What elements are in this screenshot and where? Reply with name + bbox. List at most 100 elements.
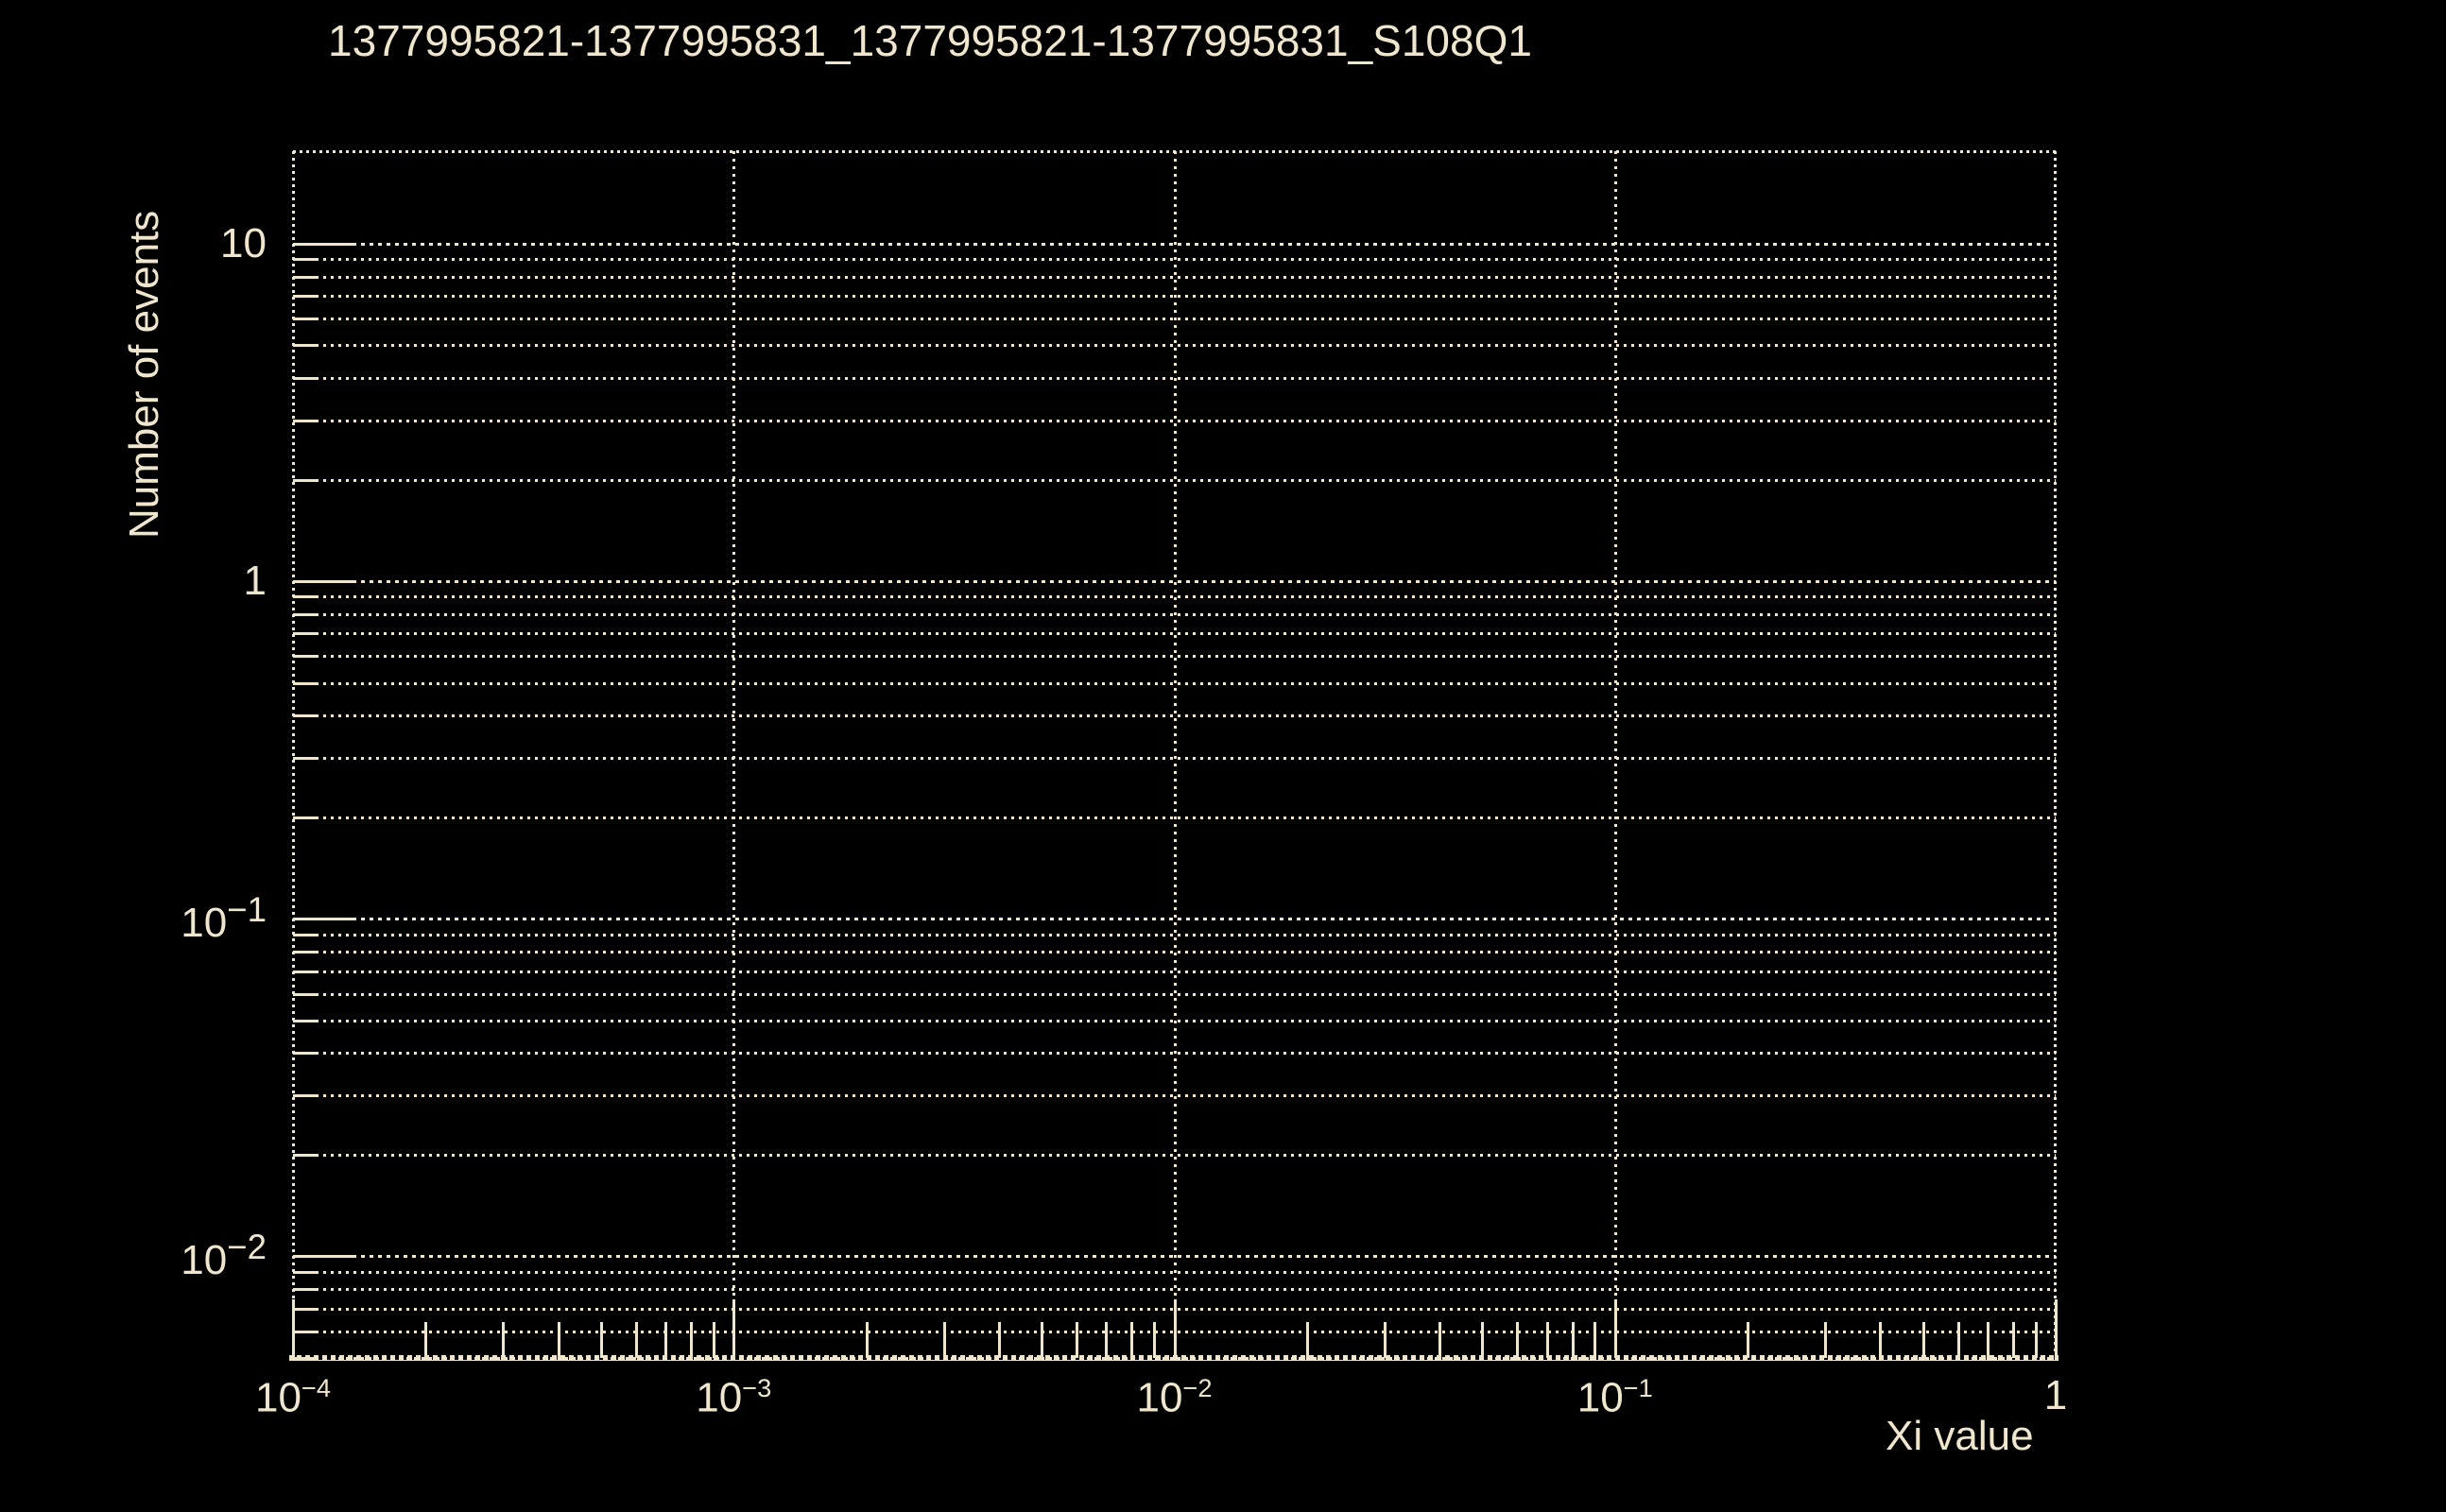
x-tick-label-mantissa: 10	[254, 1374, 301, 1421]
y-tick-minor	[293, 632, 319, 636]
y-tick-minor	[293, 258, 319, 262]
y-tick-minor	[293, 1153, 319, 1157]
y-tick-minor	[293, 1094, 319, 1098]
x-tick-minor	[1986, 1322, 1990, 1358]
x-tick-minor	[1593, 1322, 1597, 1358]
y-tick-minor	[293, 992, 319, 996]
y-tick-minor	[293, 1307, 319, 1311]
x-tick-label: 10−3	[696, 1375, 771, 1419]
y-tick-label: 10−2	[0, 1228, 267, 1284]
x-tick-minor	[1571, 1322, 1575, 1358]
y-tick-label: 1	[0, 560, 267, 602]
y-tick-label-mantissa: 10	[220, 219, 267, 266]
x-tick-minor	[1105, 1322, 1109, 1358]
x-tick-minor	[1076, 1322, 1079, 1358]
x-tick-minor	[664, 1322, 668, 1358]
y-tick-minor	[293, 275, 319, 279]
x-tick-label: 10−4	[255, 1375, 331, 1419]
y-tick-minor	[293, 612, 319, 616]
y-gridline-minor	[293, 1357, 2056, 1360]
x-tick-major	[2055, 1299, 2058, 1358]
y-tick-minor	[293, 950, 319, 954]
x-tick-minor	[557, 1322, 560, 1358]
y-tick-minor	[293, 756, 319, 760]
x-tick-minor	[1921, 1322, 1925, 1358]
x-tick-minor	[1747, 1322, 1750, 1358]
y-tick-label-mantissa: 10	[181, 1237, 228, 1284]
x-tick-label-mantissa: 1	[2043, 1372, 2068, 1418]
x-tick-minor	[1130, 1322, 1134, 1358]
chart-title: 1377995821-1377995831_1377995821-1377995…	[328, 16, 1532, 65]
x-tick-label: 1	[2044, 1375, 2067, 1417]
y-tick-minor	[293, 595, 319, 599]
x-tick-minor	[1153, 1322, 1157, 1358]
y-tick-label-mantissa: 1	[243, 558, 267, 605]
y-tick-label-exponent: −2	[227, 1228, 267, 1267]
y-tick-minor	[293, 344, 319, 348]
x-tick-label-mantissa: 10	[1136, 1374, 1183, 1421]
x-tick-label: 10−1	[1577, 1375, 1653, 1419]
y-tick-minor	[293, 1357, 319, 1360]
y-tick-minor	[293, 377, 319, 381]
y-tick-minor	[293, 681, 319, 685]
x-tick-minor	[424, 1322, 428, 1358]
y-tick-minor	[293, 1288, 319, 1292]
x-tick-major	[732, 1299, 736, 1358]
x-tick-minor	[2011, 1322, 2015, 1358]
plot-area	[289, 150, 2058, 1361]
y-tick-minor	[293, 816, 319, 819]
y-tick-minor	[293, 318, 319, 321]
x-tick-minor	[634, 1322, 638, 1358]
x-tick-label-exponent: −4	[301, 1373, 332, 1402]
x-tick-minor	[690, 1322, 694, 1358]
y-tick-minor	[293, 655, 319, 659]
x-tick-minor	[997, 1322, 1001, 1358]
y-tick-major	[293, 580, 353, 584]
y-tick-minor	[293, 970, 319, 973]
x-tick-minor	[1438, 1322, 1442, 1358]
x-tick-minor	[599, 1322, 603, 1358]
y-tick-minor	[293, 714, 319, 718]
y-tick-major	[293, 242, 353, 246]
y-tick-major	[293, 1255, 353, 1259]
x-tick-minor	[1824, 1322, 1828, 1358]
y-tick-label-exponent: −1	[227, 890, 267, 930]
y-tick-minor	[293, 1270, 319, 1274]
x-tick-minor	[2034, 1322, 2038, 1358]
y-tick-label: 10−1	[0, 893, 267, 944]
x-tick-minor	[1956, 1322, 1960, 1358]
x-tick-label-exponent: −1	[1623, 1373, 1653, 1402]
x-tick-minor	[942, 1322, 946, 1358]
x-tick-major	[1173, 1299, 1177, 1358]
y-tick-label-mantissa: 10	[181, 900, 228, 947]
x-tick-minor	[1305, 1322, 1309, 1358]
y-tick-minor	[293, 478, 319, 482]
x-tick-label-mantissa: 10	[696, 1374, 743, 1421]
x-tick-minor	[1545, 1322, 1549, 1358]
x-tick-label-mantissa: 10	[1576, 1374, 1624, 1421]
x-tick-label-exponent: −2	[1182, 1373, 1213, 1402]
x-tick-minor	[1041, 1322, 1044, 1358]
x-tick-minor	[1383, 1322, 1387, 1358]
x-tick-major	[1613, 1299, 1617, 1358]
x-gridline-major	[1613, 151, 1617, 1358]
x-tick-major	[292, 1299, 295, 1358]
x-tick-minor	[1516, 1322, 1520, 1358]
x-tick-minor	[712, 1322, 715, 1358]
x-tick-minor	[502, 1322, 506, 1358]
y-tick-minor	[293, 295, 319, 299]
y-tick-minor	[293, 419, 319, 422]
y-tick-minor	[293, 1019, 319, 1022]
y-tick-minor	[293, 1052, 319, 1056]
x-gridline-major	[1173, 151, 1177, 1358]
y-tick-major	[293, 918, 353, 921]
y-tick-minor	[293, 1330, 319, 1333]
y-tick-label: 10	[0, 219, 267, 266]
x-gridline-major	[732, 151, 736, 1358]
x-tick-minor	[865, 1322, 869, 1358]
y-tick-minor	[293, 933, 319, 936]
axis-line-left	[292, 151, 295, 1358]
axis-line-right	[2054, 151, 2057, 1358]
x-tick-minor	[1481, 1322, 1485, 1358]
